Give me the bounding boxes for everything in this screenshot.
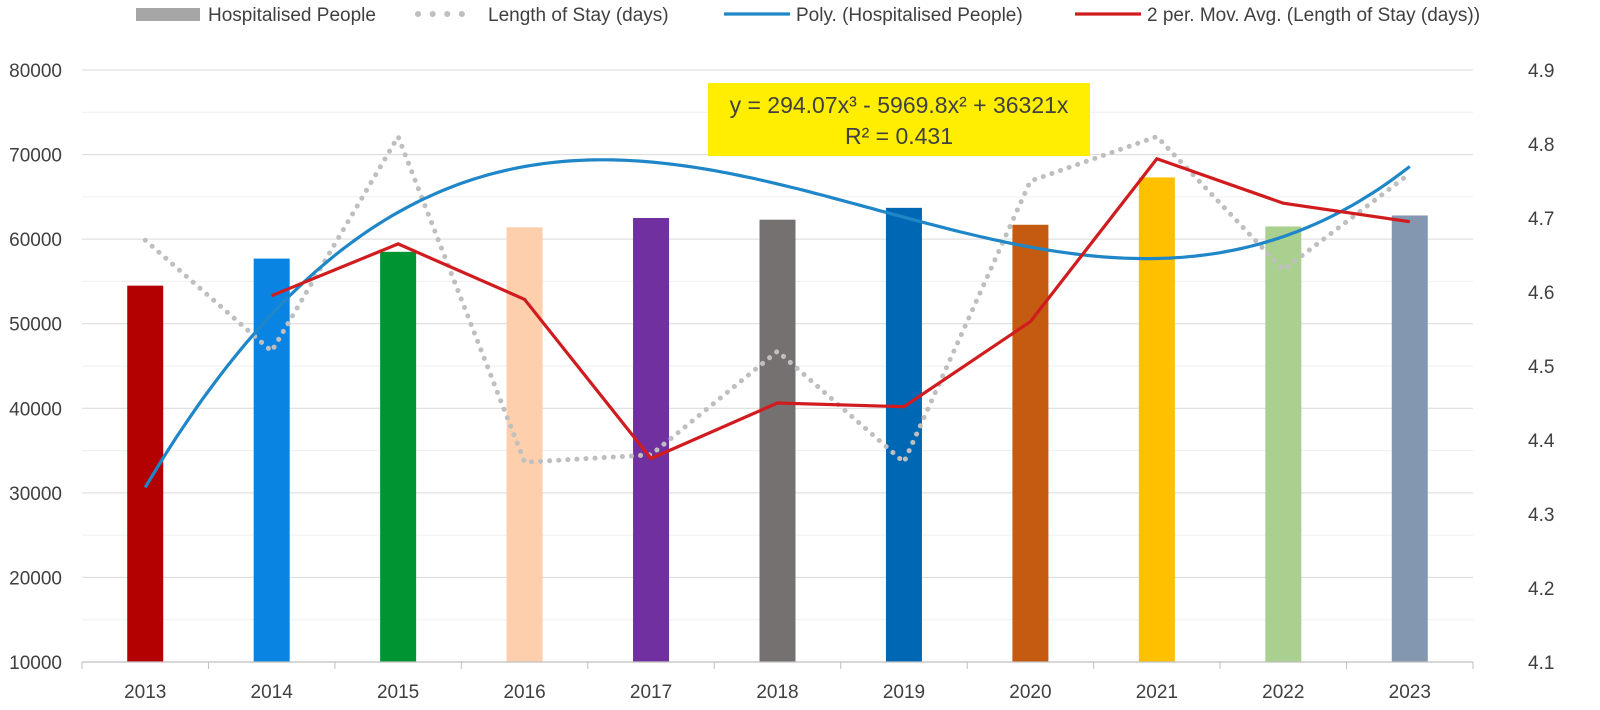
left-y-tick-label: 50000 — [9, 315, 62, 336]
bar-2020 — [1012, 224, 1049, 662]
legend-bar-swatch — [136, 8, 200, 21]
left-y-tick-label: 60000 — [9, 230, 62, 251]
bar-2015 — [380, 251, 417, 663]
legend-label: Poly. (Hospitalised People) — [796, 5, 1023, 26]
trendline-equation-box: y = 294.07x³ - 5969.8x² + 36321x R² = 0.… — [708, 83, 1090, 156]
left-y-tick-label: 40000 — [9, 399, 62, 420]
right-y-tick-label: 4.1 — [1528, 653, 1554, 674]
right-y-tick-label: 4.9 — [1528, 61, 1554, 82]
bar-2014 — [253, 258, 290, 662]
r-squared-text: R² = 0.431 — [845, 123, 953, 149]
bars-group — [127, 177, 1428, 663]
length-of-stay-line — [142, 134, 1413, 465]
bar-2022 — [1265, 226, 1302, 662]
legend-label: Hospitalised People — [208, 5, 376, 26]
x-tick-label: 2016 — [503, 682, 545, 703]
x-tick-label: 2015 — [377, 682, 419, 703]
left-y-tick-label: 10000 — [9, 653, 62, 674]
right-y-tick-label: 4.7 — [1528, 209, 1554, 230]
lines-group — [142, 134, 1413, 489]
right-y-tick-label: 4.5 — [1528, 357, 1554, 378]
left-y-tick-label: 20000 — [9, 568, 62, 589]
x-tick-label: 2017 — [630, 682, 672, 703]
bar-2021 — [1138, 177, 1175, 663]
right-y-tick-label: 4.8 — [1528, 135, 1554, 156]
legend: Hospitalised People Length of Stay (days)… — [136, 5, 1480, 26]
bar-2013 — [127, 285, 164, 662]
legend-item: Hospitalised People — [136, 5, 376, 26]
x-tick-label: 2022 — [1262, 682, 1304, 703]
equation-text: y = 294.07x³ - 5969.8x² + 36321x — [730, 92, 1069, 118]
x-tick-label: 2019 — [883, 682, 925, 703]
x-tick-label: 2018 — [756, 682, 798, 703]
bar-2017 — [633, 218, 670, 662]
legend-item: 2 per. Mov. Avg. (Length of Stay (days)) — [1075, 5, 1480, 26]
moving-average-line — [271, 156, 1411, 461]
right-y-tick-label: 4.3 — [1528, 505, 1554, 526]
legend-item: Length of Stay (days) — [415, 5, 669, 26]
legend-item: Poly. (Hospitalised People) — [724, 5, 1023, 26]
x-tick-label: 2014 — [251, 682, 294, 703]
axes-group: 2013 2014 2015 2016 2017 2018 2019 2020 2021 2022… — [9, 61, 1555, 703]
left-y-tick-label: 30000 — [9, 484, 62, 505]
x-tick-label: 2023 — [1389, 682, 1431, 703]
left-y-tick-label: 70000 — [9, 146, 62, 167]
right-y-tick-label: 4.4 — [1528, 431, 1555, 452]
equation-box-background — [708, 83, 1090, 156]
legend-label: 2 per. Mov. Avg. (Length of Stay (days)) — [1147, 5, 1480, 26]
right-y-tick-label: 4.6 — [1528, 283, 1554, 304]
polynomial-trendline — [143, 158, 1411, 489]
x-tick-label: 2021 — [1136, 682, 1178, 703]
legend-label: Length of Stay (days) — [488, 5, 669, 26]
bar-2018 — [759, 219, 796, 663]
x-tick-label: 2020 — [1009, 682, 1051, 703]
right-y-tick-label: 4.2 — [1528, 579, 1554, 600]
bar-2023 — [1391, 215, 1428, 662]
x-tick-label: 2013 — [124, 682, 166, 703]
left-y-tick-label: 80000 — [9, 61, 62, 82]
